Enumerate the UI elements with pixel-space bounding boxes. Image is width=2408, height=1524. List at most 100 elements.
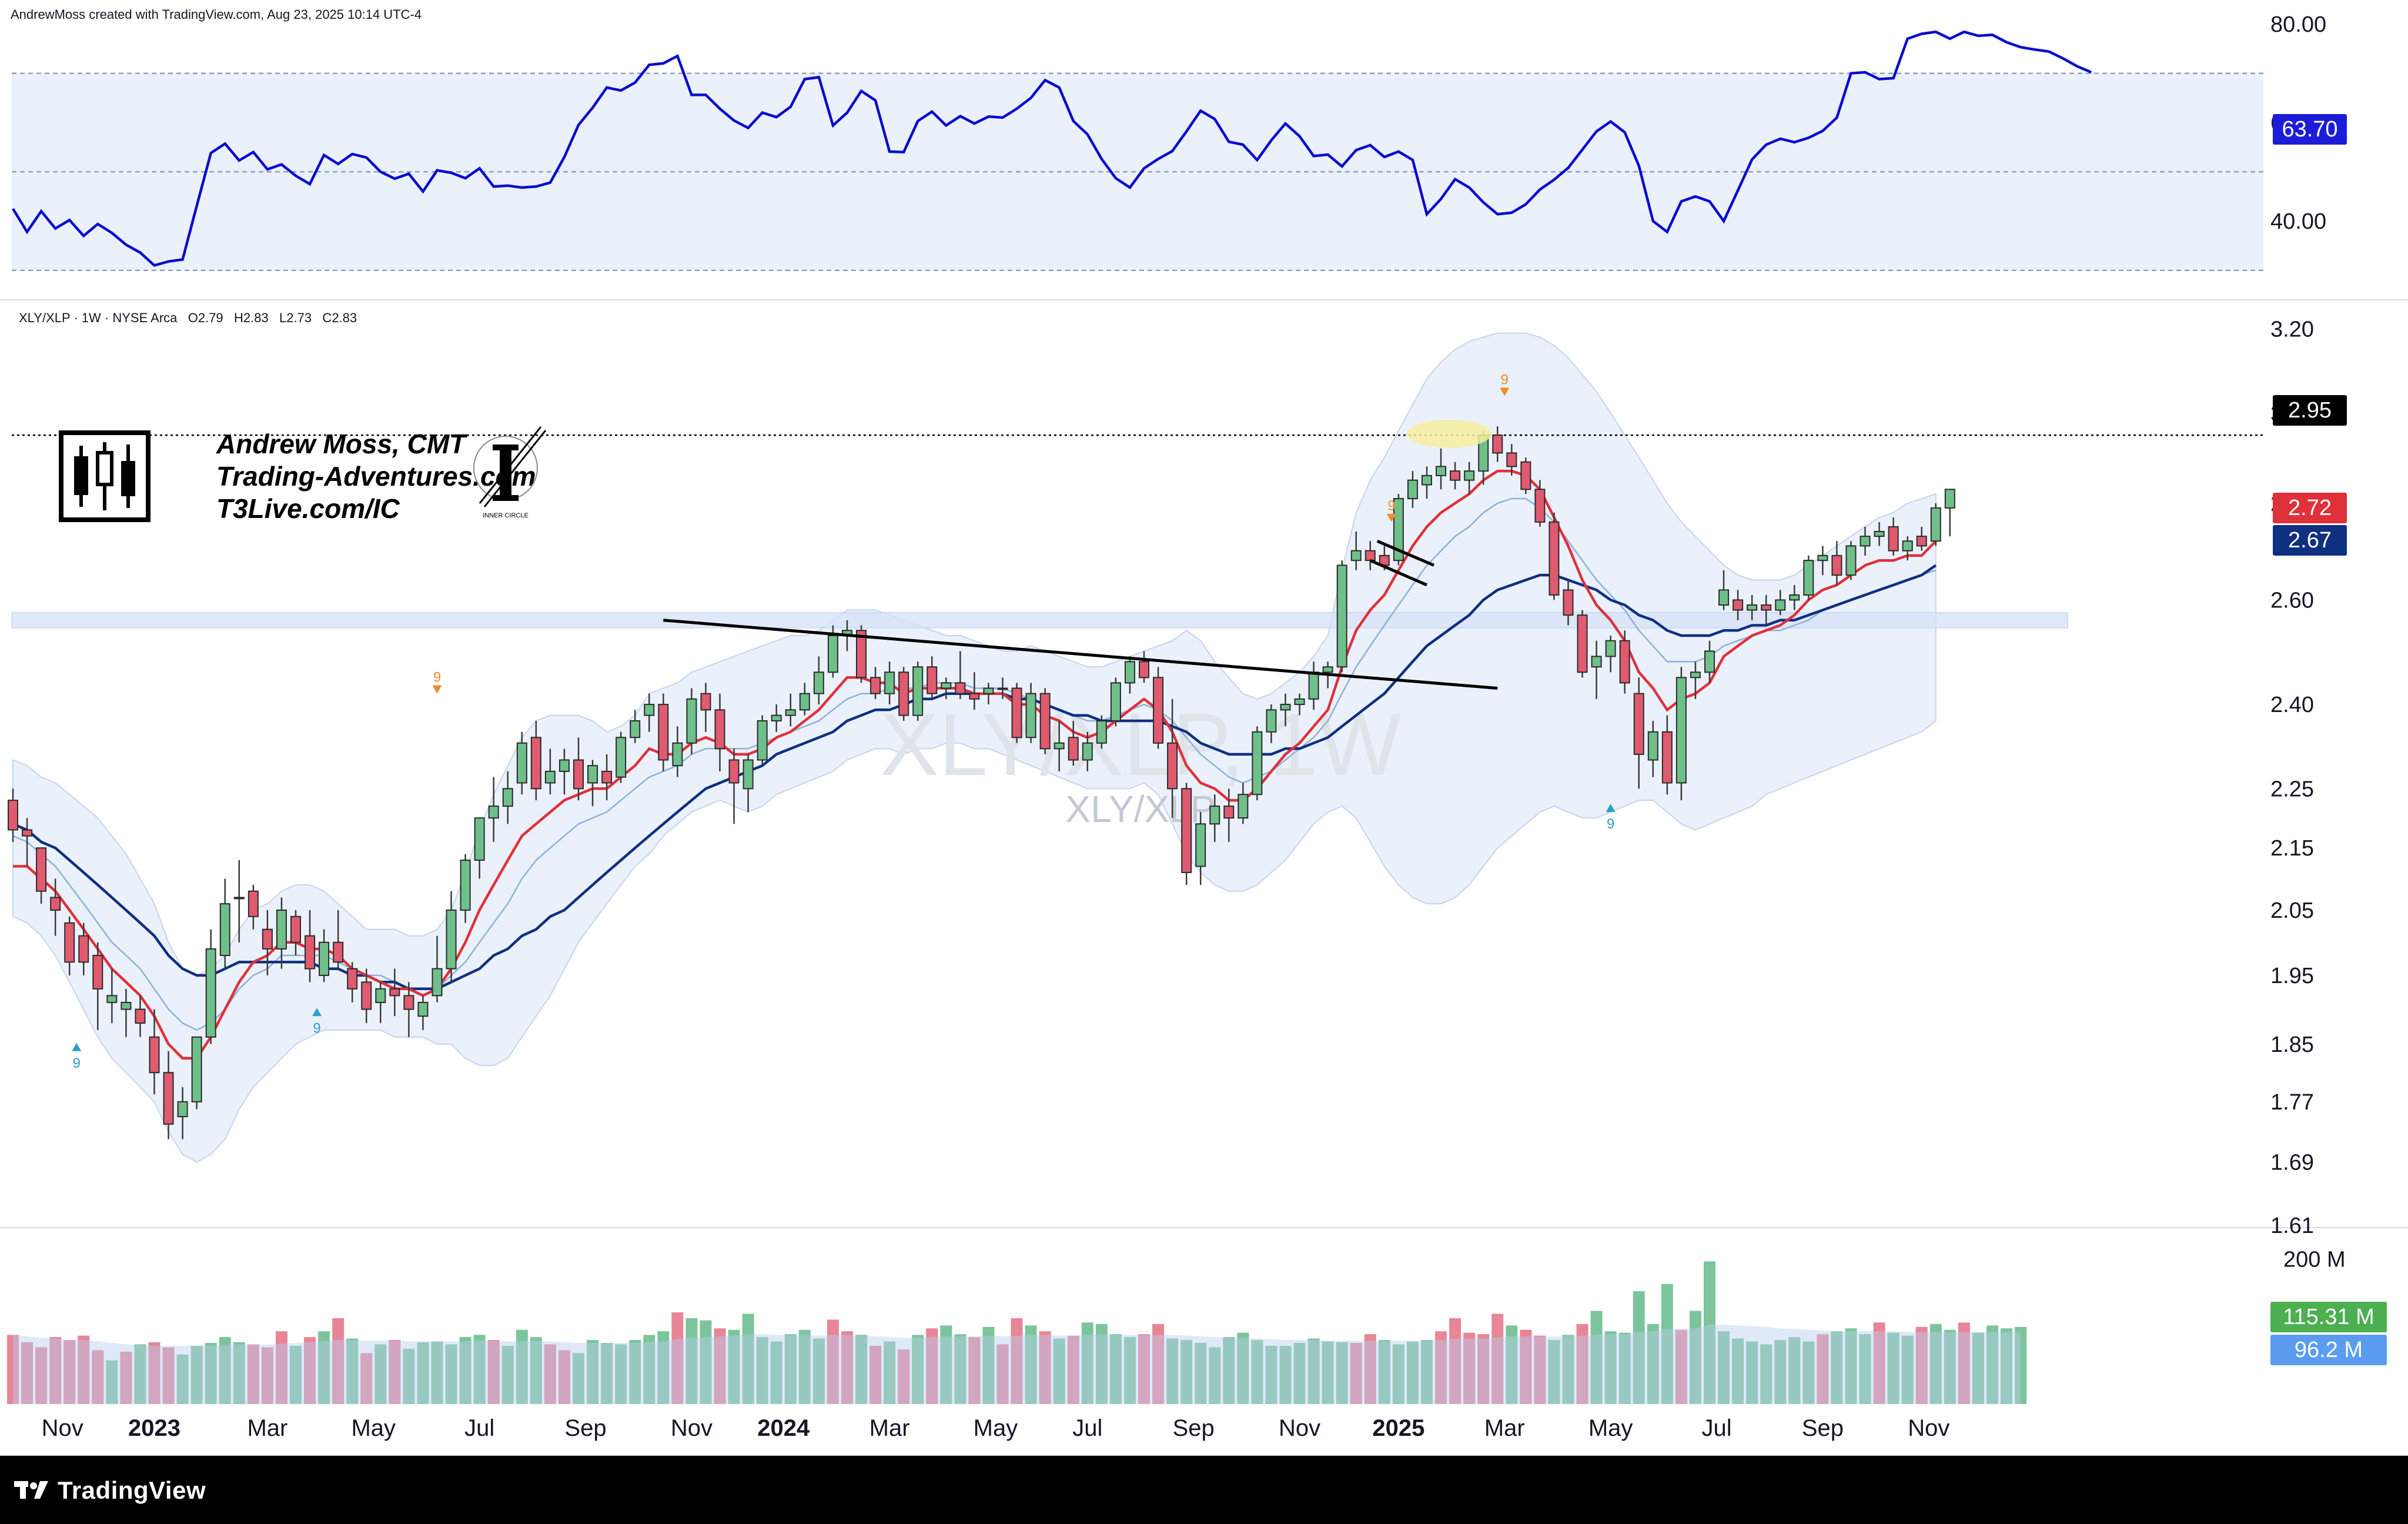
candle-up bbox=[799, 693, 810, 711]
volume-bar bbox=[35, 1347, 48, 1404]
candle-up bbox=[1591, 656, 1602, 668]
volume-bar bbox=[530, 1337, 542, 1404]
candle-down bbox=[333, 941, 344, 963]
tradingview-logo[interactable]: TradingView bbox=[14, 1470, 206, 1511]
volume-bar bbox=[445, 1344, 457, 1404]
volume-bar bbox=[671, 1312, 684, 1404]
price-tick-label: 2.05 bbox=[2270, 898, 2314, 923]
time-tick-label: 2023 bbox=[128, 1415, 180, 1441]
volume-bar bbox=[162, 1347, 175, 1404]
time-tick-label: Nov bbox=[1279, 1415, 1320, 1441]
candle-down bbox=[1661, 731, 1673, 784]
candle-up bbox=[1647, 731, 1658, 761]
volume-bar bbox=[1831, 1331, 1843, 1404]
price-tick-label: 1.77 bbox=[2270, 1090, 2314, 1115]
volume-bar bbox=[1378, 1340, 1390, 1404]
candle-down bbox=[728, 759, 740, 784]
volume-bar bbox=[1067, 1335, 1079, 1404]
volume-bar bbox=[1986, 1325, 1998, 1404]
candle-up bbox=[1747, 604, 1758, 611]
volume-bar bbox=[1265, 1345, 1277, 1404]
volume-bar bbox=[1958, 1322, 1970, 1404]
candle-down bbox=[305, 935, 316, 970]
price-tick-label: 2.60 bbox=[2270, 588, 2314, 613]
rsi-badge: 63.70 bbox=[2273, 114, 2347, 145]
inner-circle-logo-icon: INNER CIRCLE bbox=[473, 426, 547, 519]
volume-bar bbox=[898, 1349, 910, 1404]
volume-bar bbox=[1802, 1341, 1815, 1404]
volume-bar bbox=[827, 1319, 839, 1404]
volume-bar bbox=[1463, 1332, 1476, 1404]
candle-up bbox=[177, 1101, 188, 1118]
candle-down bbox=[50, 897, 61, 911]
td-count-label: 9 bbox=[1607, 816, 1614, 832]
time-tick-label: Nov bbox=[1908, 1415, 1949, 1441]
volume-bar bbox=[1675, 1329, 1687, 1404]
candle-up bbox=[827, 634, 838, 673]
volume-bar bbox=[1491, 1314, 1504, 1404]
candle-down bbox=[700, 693, 711, 711]
symbol-ohlc-legend[interactable]: XLY/XLP · 1W · NYSE Arca O2.79 H2.83 L2.… bbox=[19, 310, 357, 325]
volume-bar bbox=[1647, 1324, 1659, 1404]
volume-bar bbox=[1435, 1331, 1447, 1404]
volume-bar bbox=[1718, 1331, 1730, 1404]
candle-up bbox=[502, 788, 513, 807]
volume-bar bbox=[1166, 1338, 1179, 1404]
volume-bar bbox=[770, 1341, 782, 1404]
candle-up bbox=[1054, 742, 1065, 750]
volume-bar bbox=[1336, 1342, 1348, 1404]
ma-badge: 2.67 bbox=[2273, 525, 2347, 556]
volume-bar bbox=[63, 1340, 76, 1404]
candle-up bbox=[1464, 470, 1475, 481]
candle-down bbox=[78, 935, 89, 963]
volume-bar bbox=[417, 1342, 429, 1404]
time-tick-label: Nov bbox=[671, 1415, 713, 1441]
volume-bar bbox=[318, 1331, 330, 1404]
volume-bar bbox=[1109, 1334, 1122, 1404]
candle-down bbox=[1619, 640, 1630, 684]
watermark-small: XLY/XLP bbox=[1066, 788, 1216, 830]
candle-up bbox=[672, 742, 683, 767]
volume-bar bbox=[1025, 1325, 1037, 1404]
tradingview-mark-icon bbox=[14, 1481, 48, 1499]
volume-bar bbox=[1774, 1340, 1787, 1404]
volume-bar bbox=[1138, 1334, 1150, 1404]
candle-down bbox=[8, 800, 18, 831]
volume-bar bbox=[1011, 1318, 1023, 1404]
time-tick-label: Mar bbox=[869, 1415, 910, 1441]
volume-bar bbox=[1180, 1340, 1193, 1404]
footer-bar bbox=[0, 1456, 2408, 1524]
volume-bar bbox=[1223, 1337, 1235, 1404]
candle-up bbox=[1195, 823, 1206, 867]
volume-bar bbox=[1661, 1284, 1673, 1404]
price-tick-label: 1.95 bbox=[2270, 964, 2314, 988]
candle-up bbox=[1308, 671, 1319, 700]
price-tick-label: 2.40 bbox=[2270, 693, 2314, 717]
time-tick-label: Jul bbox=[1701, 1415, 1731, 1441]
volume-average-area bbox=[13, 1325, 2021, 1404]
volume-bar bbox=[1845, 1328, 1857, 1404]
time-tick-label: Mar bbox=[247, 1415, 287, 1441]
author-brand-block: Andrew Moss, CMT Trading-Adventures.com … bbox=[59, 426, 547, 527]
candle-up bbox=[1110, 682, 1121, 721]
volume-bar bbox=[1081, 1322, 1093, 1404]
volume-bar bbox=[1901, 1335, 1914, 1404]
candle-up bbox=[1096, 720, 1107, 744]
candle-down bbox=[64, 922, 75, 963]
inner-circle-label: INNER CIRCLE bbox=[483, 512, 529, 519]
brand-t3: T3Live.com/IC bbox=[216, 493, 400, 524]
volume-bar bbox=[742, 1314, 754, 1404]
time-tick-label: 2025 bbox=[1372, 1415, 1424, 1441]
candle-up bbox=[1902, 540, 1913, 552]
volume-bar bbox=[728, 1329, 740, 1404]
volume-bar bbox=[487, 1340, 500, 1404]
rsi-line bbox=[12, 30, 2092, 267]
candle-down bbox=[1916, 536, 1927, 547]
volume-bar bbox=[1704, 1261, 1715, 1404]
volume-bar bbox=[389, 1340, 401, 1404]
price-tick-label: 1.69 bbox=[2270, 1151, 2314, 1175]
candle-down bbox=[1831, 554, 1842, 576]
candle-up bbox=[1266, 709, 1277, 733]
candle-up bbox=[219, 903, 230, 957]
